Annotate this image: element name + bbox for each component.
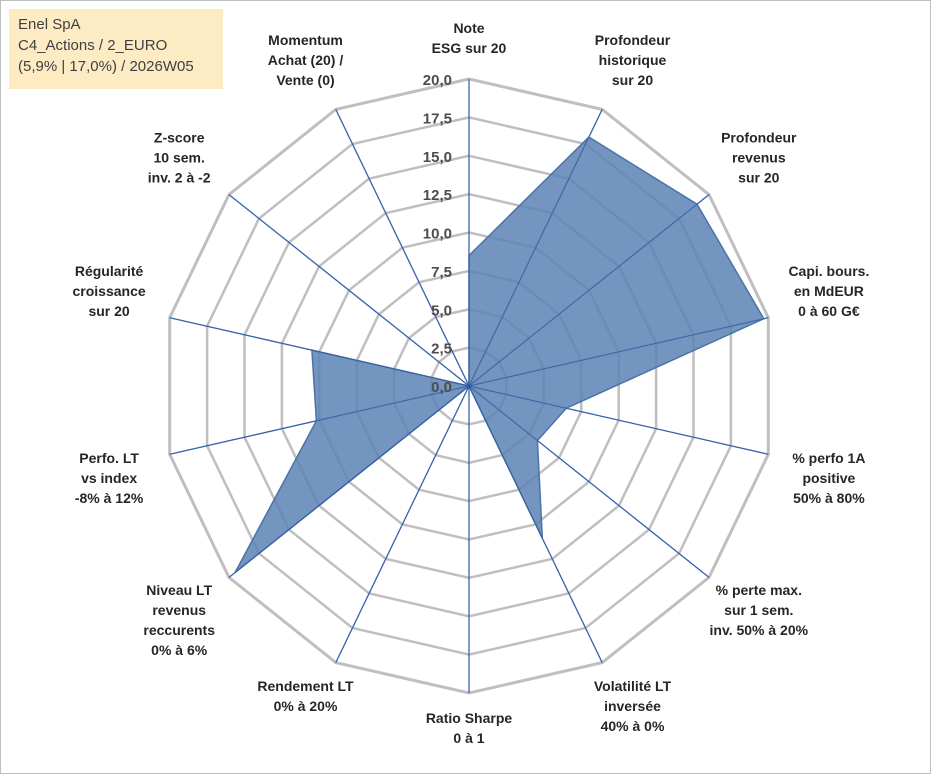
axis-label-6: Volatilité LT inversée 40% à 0% [594, 678, 672, 734]
tick-label-7: 17,5 [423, 110, 452, 127]
axis-spoke-overlay-9 [228, 385, 470, 578]
axis-label-1: Profondeur historique sur 20 [595, 32, 671, 88]
tick-labels: 0,0 2,5 5,0 7,5 10,0 12,5 15,0 17,5 20,0 [423, 72, 452, 396]
tick-label-8: 20,0 [423, 72, 452, 89]
tick-label-0: 0,0 [431, 379, 452, 396]
axis-label-5: % perte max. sur 1 sem. inv. 50% à 20% [710, 582, 809, 638]
axis-label-8: Rendement LT 0% à 20% [257, 678, 354, 714]
axis-label-3: Capi. bours. en MdEUR 0 à 60 G€ [788, 263, 869, 319]
axis-spoke-overlay-8 [335, 385, 470, 663]
axis-spoke-overlay-1 [468, 109, 603, 387]
tick-label-2: 5,0 [431, 302, 452, 319]
axis-spoke-overlay-5 [468, 385, 710, 578]
axis-label-10: Perfo. LT vs index -8% à 12% [75, 450, 144, 506]
data-area [234, 136, 765, 574]
axis-spoke-overlay-13 [335, 109, 470, 387]
axis-label-0: Note ESG sur 20 [432, 20, 507, 56]
axis-label-13: Momentum Achat (20) / Vente (0) [268, 32, 344, 88]
tick-label-1: 2,5 [431, 341, 452, 358]
tick-label-6: 15,0 [423, 149, 452, 166]
axis-spoke-overlay-10 [169, 385, 470, 455]
data-series [169, 79, 769, 693]
axis-label-4: % perfo 1A positive 50% à 80% [792, 450, 865, 506]
portfolio-stats: (5,9% | 17,0%) / 2026W05 [18, 58, 194, 75]
axis-label-2: Profondeur revenus sur 20 [721, 129, 797, 185]
tick-label-3: 7,5 [431, 264, 452, 281]
axis-spoke-overlay-6 [468, 385, 603, 663]
axis-label-9: Niveau LT revenus reccurents 0% à 6% [143, 582, 215, 658]
tick-label-5: 12,5 [423, 187, 452, 204]
axis-spoke-overlay-3 [468, 317, 769, 387]
axis-spoke-overlay-11 [169, 317, 470, 387]
axis-label-11: Régularité croissance sur 20 [73, 263, 146, 319]
axis-spoke-overlay-2 [468, 194, 710, 387]
portfolio-name: C4_Actions / 2_EURO [18, 37, 168, 54]
axis-label-7: Ratio Sharpe 0 à 1 [426, 710, 513, 746]
axis-label-12: Z-score 10 sem. inv. 2 à -2 [148, 129, 211, 185]
info-box: Enel SpA C4_Actions / 2_EURO (5,9% | 17,… [9, 9, 223, 89]
tick-label-4: 10,0 [423, 226, 452, 243]
axis-spoke-overlay-12 [228, 194, 470, 387]
company-name: Enel SpA [18, 16, 81, 33]
axis-spoke-overlay-4 [468, 385, 769, 455]
axis-labels: Note ESG sur 20 Profondeur historique sur 20… [73, 20, 870, 746]
